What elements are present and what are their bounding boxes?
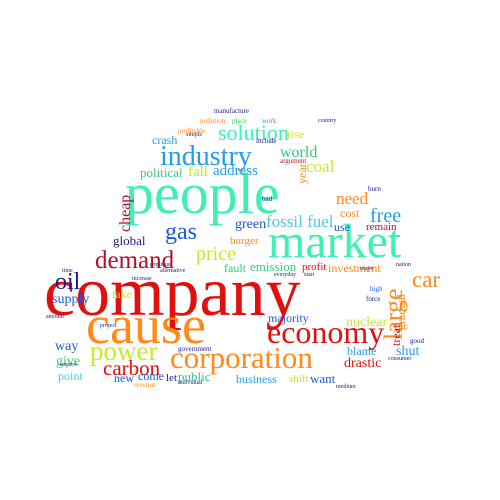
word-cause: cause (86, 295, 206, 355)
word-company: company (44, 254, 301, 331)
word-simple: simple (186, 132, 202, 138)
word-treat: treat (389, 324, 403, 346)
word-remain: remain (366, 221, 397, 233)
word-address: address (213, 163, 258, 179)
word-profitable: profitable (178, 127, 206, 135)
word-oil: oil (55, 269, 81, 295)
word-burn: burn (368, 185, 381, 193)
word-manufacture: manufacture (214, 107, 249, 115)
word-solution: solution (218, 120, 289, 145)
word-drastic: drastic (344, 356, 382, 371)
word-include: include (256, 137, 277, 145)
word-argument: argument (280, 157, 307, 165)
word-world: world (280, 144, 318, 161)
word-crash: crash (152, 133, 178, 147)
word-time: time (62, 268, 73, 274)
word-consumer: consumer (388, 356, 412, 362)
word-supply: supply (52, 292, 90, 307)
word-let: let (166, 372, 177, 384)
word-everyday: everyday (274, 272, 296, 278)
word-business: business (236, 372, 277, 386)
word-people: people (125, 161, 280, 226)
word-alternative: alternative (160, 268, 186, 274)
word-want: want (310, 371, 336, 386)
word-nuclear: nuclear (346, 315, 388, 330)
word-government: government (178, 345, 212, 353)
word-carbon: carbon (103, 356, 161, 380)
word-price: price (196, 243, 236, 265)
word-car: car (412, 267, 441, 292)
word-medium: medium (336, 384, 356, 390)
word-cost: cost (340, 206, 360, 220)
word-nation: nation (396, 262, 411, 268)
word-give: give (56, 354, 81, 369)
word-revenue: revenue (134, 381, 157, 389)
word-start: start (304, 272, 315, 278)
word-cheap: cheap (117, 194, 134, 232)
word-major: major (360, 266, 374, 272)
word-gas: gas (165, 219, 197, 245)
word-shift: shift (289, 373, 309, 385)
word-force: force (366, 295, 381, 303)
word-country: country (318, 118, 337, 124)
word-market: market (268, 215, 402, 268)
word-work: work (262, 117, 277, 125)
word-demand: demand (95, 247, 175, 274)
word-new: new (114, 371, 134, 385)
word-public: public (178, 369, 211, 384)
word-pollution: pollution (200, 117, 226, 125)
word-use: use (334, 220, 350, 234)
word-way: way (55, 339, 79, 354)
word-good: good (410, 337, 424, 345)
word-global: global (113, 233, 146, 248)
word-fault: fault (224, 261, 246, 275)
word-rise: rise (287, 127, 305, 141)
word-emission: emission (250, 259, 297, 274)
word-project: project (100, 323, 117, 329)
word-fossil-fuel: fossil fuel (266, 212, 334, 231)
word-fall: fall (188, 164, 208, 180)
word-increase: increase (132, 276, 152, 282)
word-take: take (112, 287, 132, 301)
word-continue: continue (150, 262, 171, 268)
word-economy: economy (267, 314, 385, 350)
word-majority: majority (268, 311, 309, 325)
word-industry: industry (160, 141, 252, 172)
word-green: green (235, 217, 267, 232)
word-year: year (295, 163, 309, 184)
word-place: place (232, 117, 247, 125)
word-amount: amount (46, 314, 64, 320)
word-burger: burger (230, 235, 259, 247)
word-bad: bad (262, 195, 273, 203)
word-high: high (370, 285, 383, 293)
word-free: free (370, 205, 402, 227)
word-require: require (60, 362, 77, 368)
word-profit: profit (302, 261, 327, 273)
word-point: point (58, 369, 83, 383)
word-coal: coal (306, 157, 335, 176)
word-individual: individual (178, 380, 203, 386)
word-shut: shut (396, 344, 420, 359)
word-need: need (336, 189, 369, 208)
word-corporation: corporation (170, 340, 313, 375)
word-power: power (90, 336, 158, 366)
word-investment: investment (328, 261, 381, 275)
word-come: come (138, 369, 164, 383)
word-political: political (140, 165, 183, 180)
word-blame: blame (347, 344, 377, 358)
